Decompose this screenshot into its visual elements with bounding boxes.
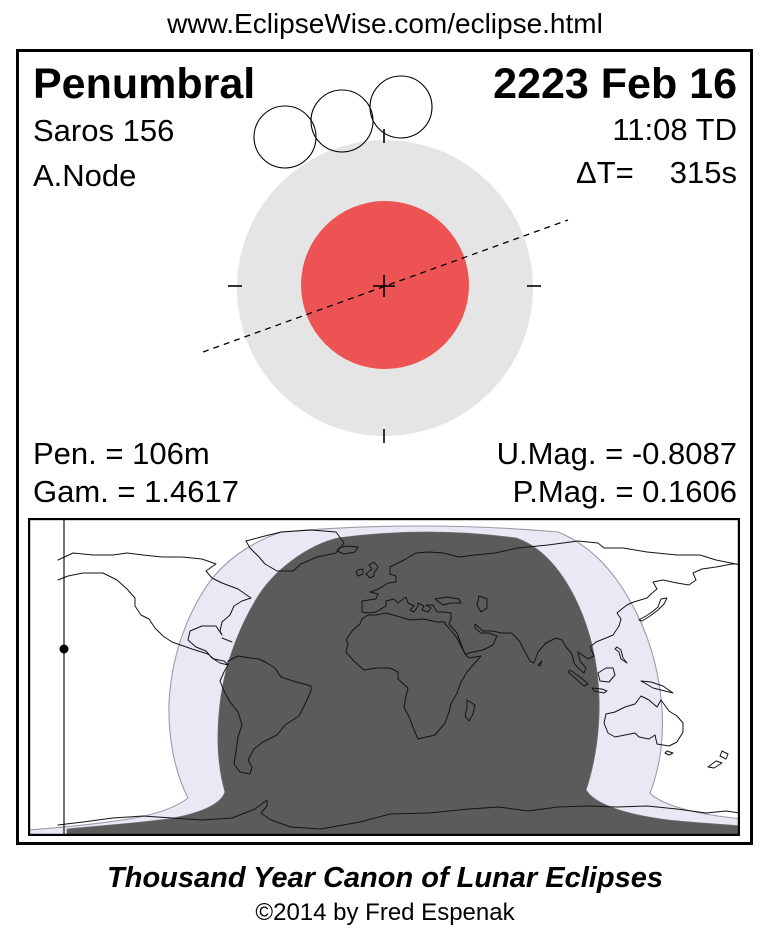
saros-label: Saros 156 (33, 113, 175, 148)
moon-disk-greatest (310, 89, 374, 153)
stat-penumbral-duration: Pen. = 106m (33, 438, 210, 469)
delta-t-label: ΔT= (576, 155, 634, 190)
visibility-map (28, 518, 740, 836)
stat-gam-label: Gam. = (33, 474, 136, 509)
stat-umag-label: U.Mag. = (496, 436, 624, 471)
copyright-line: ©2014 by Fred Espenak (255, 899, 515, 926)
node-label: A.Node (33, 158, 137, 193)
umbra-circle (301, 201, 469, 369)
zenith-point-dot (59, 644, 69, 654)
stat-pen-value: 106m (132, 436, 210, 471)
stat-pmag-label: P.Mag. = (512, 474, 634, 509)
eclipse-type-label: Penumbral (33, 60, 256, 108)
center-crosshair (373, 275, 395, 297)
eclipse-time-label: 11:08 TD (612, 112, 737, 147)
stat-umag-value: -0.8087 (631, 436, 737, 471)
stat-gamma: Gam. = 1.4617 (33, 476, 239, 507)
world-coastlines (57, 529, 740, 830)
moon-disk-last-contact (369, 75, 433, 139)
delta-t-value: 315s (669, 155, 737, 190)
page-url-title: www.EclipseWise.com/eclipse.html (167, 8, 603, 39)
delta-t-row: ΔT= 315s (576, 157, 737, 188)
shadow-diagram (202, 75, 569, 443)
canon-series-title: Thousand Year Canon of Lunar Eclipses (107, 862, 663, 894)
moon-disk-first-contact (253, 105, 317, 169)
eclipse-date-label: 2223 Feb 16 (493, 60, 737, 108)
eclipse-plate-card: Penumbral 2223 Feb 16 Saros 156 11:08 TD… (16, 49, 753, 845)
ecliptic-dashed-line (202, 219, 569, 353)
stat-penumbral-magnitude: P.Mag. = 0.1606 (513, 476, 737, 507)
map-border (28, 518, 740, 836)
stat-gam-value: 1.4617 (144, 474, 239, 509)
stat-pmag-value: 0.1606 (642, 474, 737, 509)
stat-umbral-magnitude: U.Mag. = -0.8087 (497, 438, 737, 469)
stat-pen-label: Pen. = (33, 436, 124, 471)
